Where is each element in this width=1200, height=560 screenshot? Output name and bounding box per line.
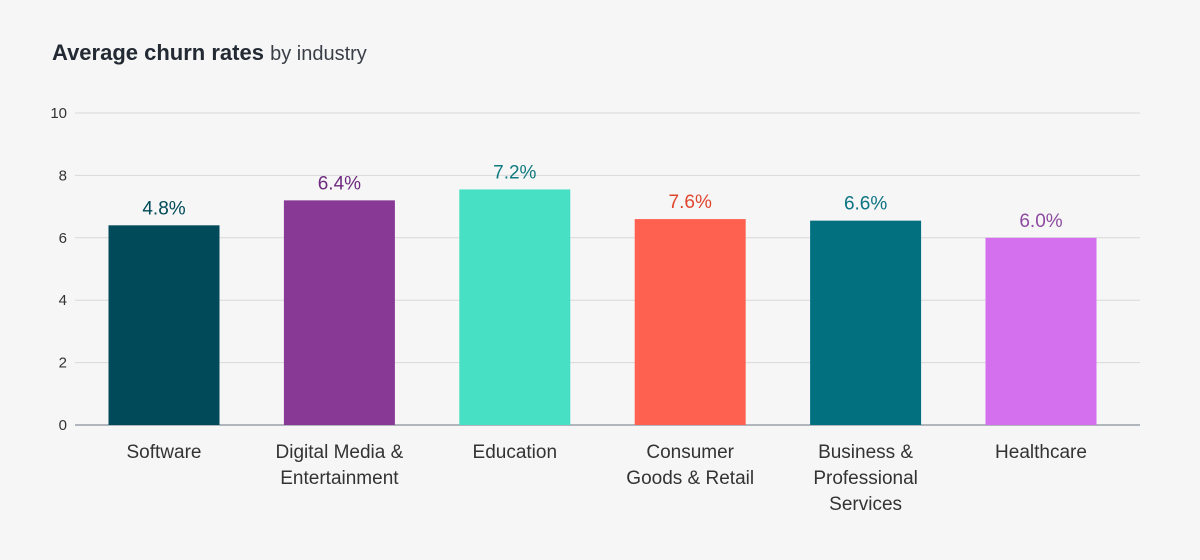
data-label: 6.4% bbox=[318, 173, 361, 194]
bar bbox=[634, 219, 746, 425]
title-subtitle: by industry bbox=[270, 43, 367, 65]
title-main: Average churn rates bbox=[52, 40, 264, 65]
y-tick-label: 6 bbox=[59, 230, 67, 247]
bar bbox=[985, 237, 1097, 425]
y-tick-label: 2 bbox=[59, 355, 67, 372]
data-label: 6.6% bbox=[844, 194, 887, 215]
chart-title: Average churn rates by industry bbox=[52, 40, 367, 66]
x-category-label: Goods & Retail bbox=[626, 468, 754, 489]
bar bbox=[283, 200, 395, 425]
x-category-label: Entertainment bbox=[280, 468, 399, 489]
data-label: 4.8% bbox=[142, 198, 185, 219]
x-category-label: Healthcare bbox=[995, 442, 1087, 463]
bar bbox=[459, 189, 571, 425]
data-label: 7.2% bbox=[493, 162, 536, 183]
bar bbox=[108, 225, 220, 425]
x-category-label: Services bbox=[829, 494, 902, 515]
x-category-label: Business & bbox=[818, 442, 913, 463]
y-tick-label: 4 bbox=[59, 292, 67, 309]
data-label: 6.0% bbox=[1019, 211, 1062, 232]
x-category-label: Education bbox=[473, 442, 558, 463]
y-tick-label: 10 bbox=[50, 105, 67, 122]
x-category-label: Consumer bbox=[646, 442, 734, 463]
data-label: 7.6% bbox=[669, 192, 712, 213]
bar bbox=[810, 220, 922, 425]
y-tick-label: 8 bbox=[59, 167, 67, 184]
x-category-label: Professional bbox=[813, 468, 918, 489]
y-tick-label: 0 bbox=[59, 417, 67, 434]
x-category-label: Digital Media & bbox=[276, 442, 404, 463]
x-category-label: Software bbox=[127, 442, 202, 463]
